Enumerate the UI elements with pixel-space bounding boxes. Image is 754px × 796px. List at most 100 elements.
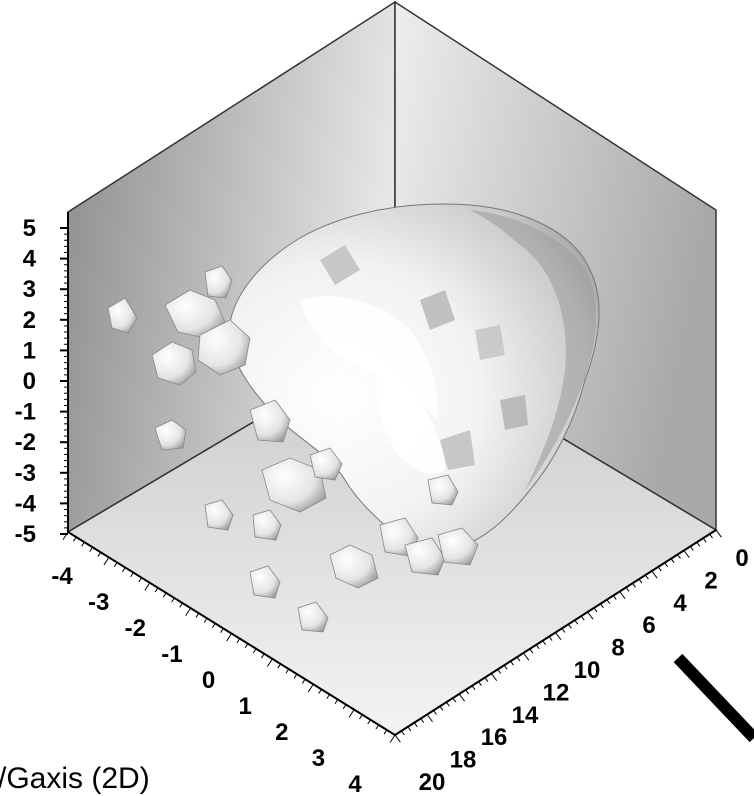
right-depth-axis-minor-tick bbox=[497, 669, 502, 674]
right-depth-axis-minor-tick bbox=[587, 611, 594, 620]
left-depth-axis-minor-tick bbox=[348, 709, 355, 718]
left-depth-axis-minor-tick bbox=[359, 714, 363, 720]
right-depth-axis-tick-label: 10 bbox=[574, 657, 601, 684]
right-depth-axis-minor-tick bbox=[548, 636, 553, 641]
left-depth-axis-minor-tick bbox=[154, 587, 159, 593]
left-depth-axis-minor-tick bbox=[62, 531, 69, 540]
left-depth-axis-tick-label: -3 bbox=[88, 589, 109, 616]
left-depth-axis-minor-tick bbox=[162, 592, 167, 598]
right-depth-axis-tick-label: 4 bbox=[673, 590, 687, 617]
left-depth-axis-minor-tick bbox=[226, 633, 232, 642]
left-depth-axis-tick-label: -2 bbox=[125, 615, 146, 642]
right-depth-axis-minor-tick bbox=[458, 693, 466, 702]
right-depth-axis-minor-tick bbox=[478, 681, 482, 687]
left-depth-axis-minor-tick bbox=[389, 734, 396, 743]
right-depth-axis-tick-label: 0 bbox=[735, 545, 748, 572]
vertical-axis-tick-label: -4 bbox=[15, 490, 37, 517]
left-depth-axis-minor-tick bbox=[375, 724, 380, 730]
vertical-axis-tick-label: 1 bbox=[23, 337, 36, 364]
left-depth-axis-minor-tick bbox=[211, 623, 216, 628]
left-depth-axis-minor-tick bbox=[267, 658, 273, 667]
left-depth-axis-minor-tick bbox=[236, 638, 241, 644]
right-depth-axis-minor-tick bbox=[593, 607, 598, 613]
left-depth-axis-tick-label: 0 bbox=[202, 667, 215, 694]
right-depth-axis-tick-label: 18 bbox=[450, 747, 477, 774]
left-depth-axis-minor-tick bbox=[252, 648, 257, 654]
right-depth-axis-minor-tick bbox=[516, 656, 521, 662]
right-depth-axis-minor-tick bbox=[715, 529, 722, 538]
right-depth-axis-minor-tick bbox=[407, 726, 412, 732]
vertical-axis-tick-label: 5 bbox=[23, 215, 36, 242]
left-depth-axis-minor-tick bbox=[326, 694, 331, 699]
right-depth-axis-minor-tick bbox=[625, 587, 630, 592]
right-depth-axis-minor-tick bbox=[600, 603, 604, 609]
right-depth-axis-minor-tick bbox=[452, 697, 457, 703]
left-depth-axis-minor-tick bbox=[130, 572, 134, 578]
right-depth-axis-minor-tick bbox=[420, 718, 425, 723]
right-depth-axis-minor-tick bbox=[413, 722, 418, 728]
right-depth-axis-minor-tick bbox=[535, 644, 540, 650]
right-depth-axis-minor-tick bbox=[702, 537, 707, 543]
annotation-arrow bbox=[673, 653, 754, 743]
vertical-axis-tick-label: 4 bbox=[23, 246, 37, 273]
right-depth-axis-minor-tick bbox=[465, 689, 470, 695]
vertical-axis-tick-label: -3 bbox=[15, 460, 36, 487]
right-depth-axis-minor-tick bbox=[484, 677, 489, 682]
isosurface-fragments bbox=[107, 265, 479, 633]
left-depth-axis-tick-label: 2 bbox=[275, 719, 288, 746]
left-depth-axis-minor-tick bbox=[293, 673, 298, 679]
right-depth-axis-minor-tick bbox=[683, 550, 690, 559]
right-depth-axis-minor-tick bbox=[401, 730, 405, 736]
right-depth-axis-tick-label: 14 bbox=[512, 702, 539, 729]
vertical-axis-tick-label: 0 bbox=[23, 368, 36, 395]
left-depth-axis-minor-tick bbox=[277, 663, 281, 669]
right-depth-axis-tick-label: 12 bbox=[543, 679, 570, 706]
left-depth-axis-minor-tick bbox=[144, 582, 151, 591]
right-depth-axis-minor-tick bbox=[510, 660, 514, 666]
right-depth-axis-minor-tick bbox=[503, 664, 508, 670]
right-depth-axis-minor-tick bbox=[689, 546, 694, 551]
right-depth-axis-minor-tick bbox=[632, 582, 636, 588]
right-depth-axis-minor-tick bbox=[657, 566, 662, 572]
right-depth-axis-minor-tick bbox=[394, 734, 401, 743]
left-depth-axis-minor-tick bbox=[122, 567, 126, 573]
right-depth-axis-minor-tick bbox=[433, 710, 437, 715]
left-depth-axis-minor-tick bbox=[367, 719, 371, 725]
right-depth-axis-minor-tick bbox=[574, 619, 579, 625]
vertical-axis-tick-label: 3 bbox=[23, 276, 36, 303]
left-depth-axis-minor-tick bbox=[195, 612, 200, 618]
left-depth-axis-minor-tick bbox=[81, 541, 85, 547]
isosurface-body bbox=[228, 203, 600, 555]
right-depth-axis-minor-tick bbox=[445, 701, 450, 707]
right-depth-axis-minor-tick bbox=[696, 541, 701, 547]
left-depth-axis-minor-tick bbox=[203, 618, 208, 623]
left-depth-axis-minor-tick bbox=[89, 546, 93, 552]
right-depth-axis-minor-tick bbox=[523, 652, 530, 661]
left-depth-axis-tick-label: 4 bbox=[348, 771, 362, 795]
right-depth-axis-minor-tick bbox=[664, 562, 669, 568]
right-depth-axis-minor-tick bbox=[612, 595, 617, 600]
right-depth-axis-minor-tick bbox=[529, 648, 534, 654]
right-depth-axis-minor-tick bbox=[567, 623, 572, 629]
vertical-axis-tick-label: -2 bbox=[15, 429, 36, 456]
left-depth-axis-minor-tick bbox=[301, 678, 306, 684]
left-depth-axis-minor-tick bbox=[383, 729, 388, 735]
left-depth-axis-minor-tick bbox=[318, 689, 322, 694]
right-depth-axis-tick-label: 16 bbox=[481, 724, 508, 751]
left-depth-axis-minor-tick bbox=[220, 628, 224, 633]
right-depth-axis-minor-tick bbox=[638, 578, 643, 584]
right-depth-axis-minor-tick bbox=[677, 554, 681, 559]
right-depth-axis-minor-tick bbox=[709, 533, 713, 539]
left-depth-axis-minor-tick bbox=[285, 668, 290, 674]
vertical-axis-tick-label: -1 bbox=[15, 399, 36, 426]
right-depth-axis-minor-tick bbox=[426, 714, 433, 723]
left-depth-axis-tick-label: -4 bbox=[51, 563, 73, 590]
left-depth-axis-minor-tick bbox=[171, 597, 175, 603]
left-depth-axis-tick-label: -1 bbox=[161, 641, 182, 668]
right-depth-axis-tick-label: 6 bbox=[642, 612, 655, 639]
right-depth-axis-minor-tick bbox=[561, 628, 566, 633]
vertical-axis-tick-label: 2 bbox=[23, 307, 36, 334]
axis-caption: /Gaxis (2D) bbox=[0, 762, 150, 795]
